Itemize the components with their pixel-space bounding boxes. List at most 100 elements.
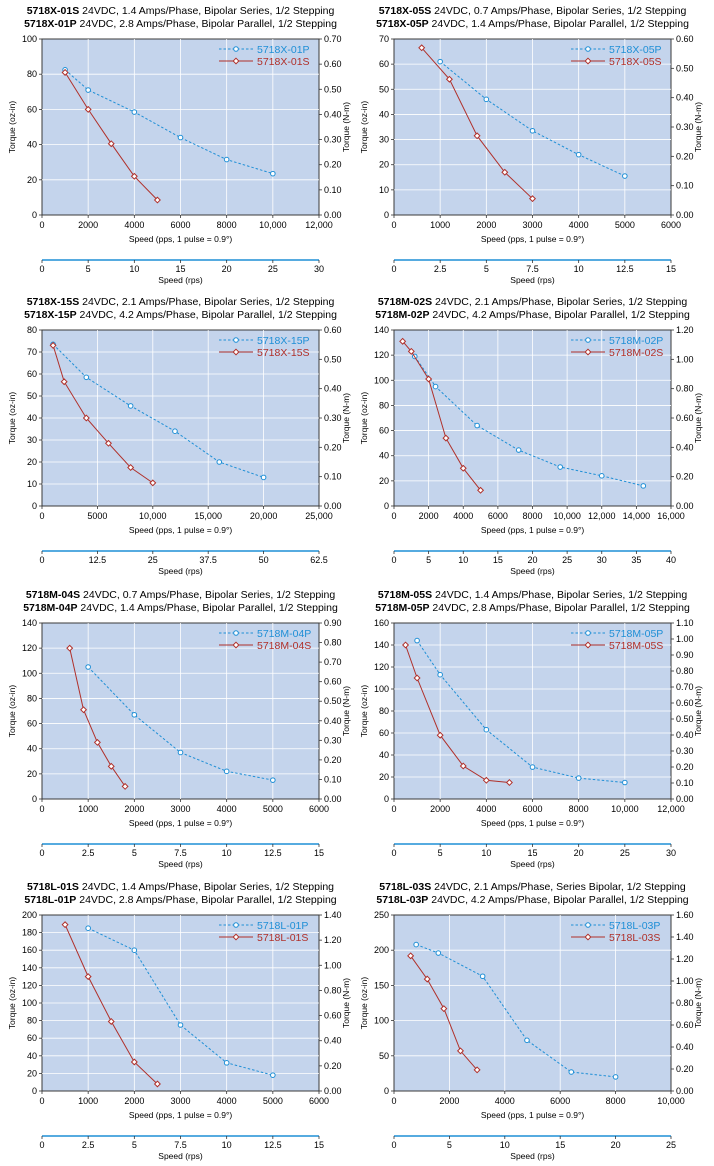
y-tick-label: 60 xyxy=(27,1033,37,1043)
drive-description: 24VDC, 2.8 Amps/Phase, Bipolar Parallel,… xyxy=(76,894,336,906)
y2-tick-label: 1.40 xyxy=(324,910,342,920)
y-tick-label: 60 xyxy=(27,104,37,114)
data-point xyxy=(640,483,647,489)
x-tick-label: 10,000 xyxy=(611,804,639,814)
data-point xyxy=(436,731,444,739)
y2-tick-label: 0.80 xyxy=(324,985,342,995)
legend-marker xyxy=(585,337,591,343)
data-point xyxy=(437,58,443,65)
rps-tick-label: 40 xyxy=(666,555,676,565)
y-tick-label: 120 xyxy=(22,980,37,990)
rps-tick-label: 37.5 xyxy=(199,555,217,565)
y2-tick-label: 1.20 xyxy=(676,954,694,964)
data-point xyxy=(153,196,161,204)
rps-tick-label: 5 xyxy=(447,1140,452,1150)
chart-title-line: 5718X-01P 24VDC, 2.8 Amps/Phase, Bipolar… xyxy=(24,18,337,30)
rps-axis-label: Speed (rps) xyxy=(158,1151,203,1161)
chart-title-line: 5718X-05S 24VDC, 0.7 Amps/Phase, Bipolar… xyxy=(379,5,687,17)
data-point xyxy=(418,44,426,52)
rps-tick-label: 7.5 xyxy=(174,1140,187,1150)
data-point xyxy=(85,664,91,670)
y2-tick-label: 0.60 xyxy=(324,325,342,335)
chart-panel: 5718M-05S 24VDC, 1.4 Amps/Phase, Bipolar… xyxy=(359,589,703,869)
data-point xyxy=(483,726,490,733)
data-point xyxy=(622,173,628,179)
rps-tick-label: 15 xyxy=(314,848,324,858)
legend-marker xyxy=(584,57,592,65)
legend-label: 5718L-03S xyxy=(609,932,660,944)
data-point xyxy=(479,973,486,980)
y2-tick-label: 0.40 xyxy=(324,716,342,726)
data-point xyxy=(131,947,138,954)
x-tick-label: 8000 xyxy=(217,220,237,230)
data-point xyxy=(223,156,230,163)
y2-tick-label: 1.20 xyxy=(324,935,342,945)
data-point xyxy=(80,706,88,714)
x-tick-label: 10,000 xyxy=(139,511,167,521)
x-tick-label: 25,000 xyxy=(305,511,333,521)
model-name: 5718M-02S xyxy=(378,296,432,308)
data-point xyxy=(482,776,490,784)
y-tick-label: 20 xyxy=(27,1068,37,1078)
rps-tick-label: 62.5 xyxy=(310,555,328,565)
legend-marker xyxy=(232,933,240,941)
rps-tick-label: 25 xyxy=(620,848,630,858)
data-point xyxy=(216,459,223,465)
data-point xyxy=(524,1037,530,1044)
model-name: 5718L-01S xyxy=(27,881,79,893)
data-point xyxy=(82,414,90,422)
y2-tick-label: 0.80 xyxy=(676,666,694,676)
y2-axis-label: Torque (N-m) xyxy=(693,686,703,736)
x-tick-label: 0 xyxy=(391,1096,396,1106)
y2-tick-label: 0.30 xyxy=(324,413,342,423)
legend-label: 5718M-02S xyxy=(609,347,663,359)
legend-marker xyxy=(233,630,239,636)
y-axis-label: Torque (oz-in) xyxy=(7,685,17,738)
data-point xyxy=(473,132,481,140)
x-tick-label: 4000 xyxy=(124,220,144,230)
x-tick-label: 10,000 xyxy=(553,511,581,521)
rps-tick-label: 0 xyxy=(391,264,396,274)
y-tick-label: 10 xyxy=(27,479,37,489)
data-point xyxy=(557,464,564,470)
rps-tick-label: 0 xyxy=(39,264,44,274)
x-tick-label: 10,000 xyxy=(259,220,287,230)
y2-tick-label: 0.60 xyxy=(324,677,342,687)
y-tick-label: 20 xyxy=(379,772,389,782)
data-point xyxy=(127,403,134,409)
data-point xyxy=(402,641,410,649)
x-tick-label: 6000 xyxy=(309,1096,329,1106)
y-tick-label: 40 xyxy=(27,140,37,150)
rps-tick-label: 10 xyxy=(222,848,232,858)
y2-tick-label: 1.00 xyxy=(676,354,694,364)
x-tick-label: 2000 xyxy=(439,1096,459,1106)
model-name: 5718M-04P xyxy=(23,602,77,614)
rps-tick-label: 15 xyxy=(666,264,676,274)
x-tick-label: 5000 xyxy=(615,220,635,230)
model-name: 5718X-05S xyxy=(379,5,432,17)
rps-tick-label: 2.5 xyxy=(82,848,95,858)
x-tick-label: 4000 xyxy=(453,511,473,521)
x-axis-label: Speed (pps, 1 pulse = 0.9°) xyxy=(129,1110,233,1120)
data-point xyxy=(85,87,91,93)
legend-label: 5718L-01S xyxy=(257,932,308,944)
x-tick-label: 8000 xyxy=(569,804,589,814)
rps-tick-label: 2.5 xyxy=(82,1140,95,1150)
data-point xyxy=(223,768,230,775)
y-tick-label: 150 xyxy=(374,980,389,990)
x-tick-label: 12,000 xyxy=(305,220,333,230)
y-axis-label: Torque (oz-in) xyxy=(359,977,369,1030)
x-tick-label: 1000 xyxy=(78,1096,98,1106)
data-point xyxy=(505,778,513,787)
drive-description: 24VDC, 1.4 Amps/Phase, Bipolar Series, 1… xyxy=(79,881,334,893)
y2-tick-label: 0.70 xyxy=(324,657,342,667)
drive-description: 24VDC, 2.1 Amps/Phase, Bipolar Series, 1… xyxy=(432,296,687,308)
y-tick-label: 80 xyxy=(379,400,389,410)
y-tick-label: 20 xyxy=(379,476,389,486)
y-tick-label: 100 xyxy=(374,375,389,385)
data-point xyxy=(172,428,178,435)
x-tick-label: 4000 xyxy=(476,804,496,814)
x-tick-label: 2000 xyxy=(430,804,450,814)
rps-tick-label: 7.5 xyxy=(174,848,187,858)
